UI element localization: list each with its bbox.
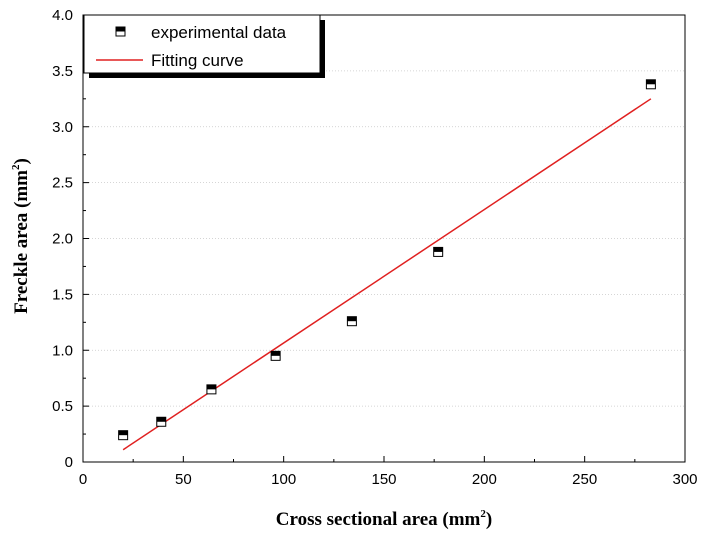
grid	[83, 70, 685, 407]
legend-marker-experimental	[115, 26, 126, 37]
x-axis-title: Cross sectional area (mm2)	[276, 508, 492, 530]
x-tick-label: 100	[271, 471, 296, 488]
x-tick-label: 50	[175, 471, 192, 488]
legend-box	[83, 14, 321, 74]
y-tick-label: 1.0	[52, 342, 73, 359]
y-tick-label: 0	[65, 454, 73, 471]
y-tick-label: 2.0	[52, 231, 73, 248]
y-tick-label: 0.5	[52, 398, 73, 415]
fit-line-group	[122, 98, 652, 451]
legend-label-fitting: Fitting curve	[151, 51, 244, 70]
y-tick-label: 2.5	[52, 175, 73, 192]
data-point	[346, 316, 357, 327]
x-tick-label: 150	[371, 471, 396, 488]
x-tick-label: 300	[672, 471, 697, 488]
y-axis-title: Freckle area (mm2)	[10, 158, 32, 314]
data-point	[206, 384, 217, 395]
y-axis: 0 0.5 1.0 1.5 2.0 2.5 3.0 3.5 4.0	[52, 7, 89, 471]
data-point	[270, 350, 281, 361]
data-point	[118, 430, 129, 441]
data-points	[118, 79, 656, 441]
x-tick-label: 0	[79, 471, 87, 488]
x-tick-label: 250	[572, 471, 597, 488]
y-tick-label: 3.5	[52, 63, 73, 80]
data-point	[156, 416, 167, 427]
y-tick-label: 1.5	[52, 286, 73, 303]
legend-label-experimental: experimental data	[151, 23, 287, 42]
data-point	[645, 79, 656, 90]
fitting-curve	[122, 98, 652, 451]
y-tick-label: 4.0	[52, 7, 73, 24]
legend: experimental data Fitting curve	[83, 14, 325, 78]
x-axis: 0 50 100 150 200 250 300	[79, 456, 698, 488]
x-tick-label: 200	[472, 471, 497, 488]
data-point	[433, 246, 444, 257]
y-tick-label: 3.0	[52, 119, 73, 136]
